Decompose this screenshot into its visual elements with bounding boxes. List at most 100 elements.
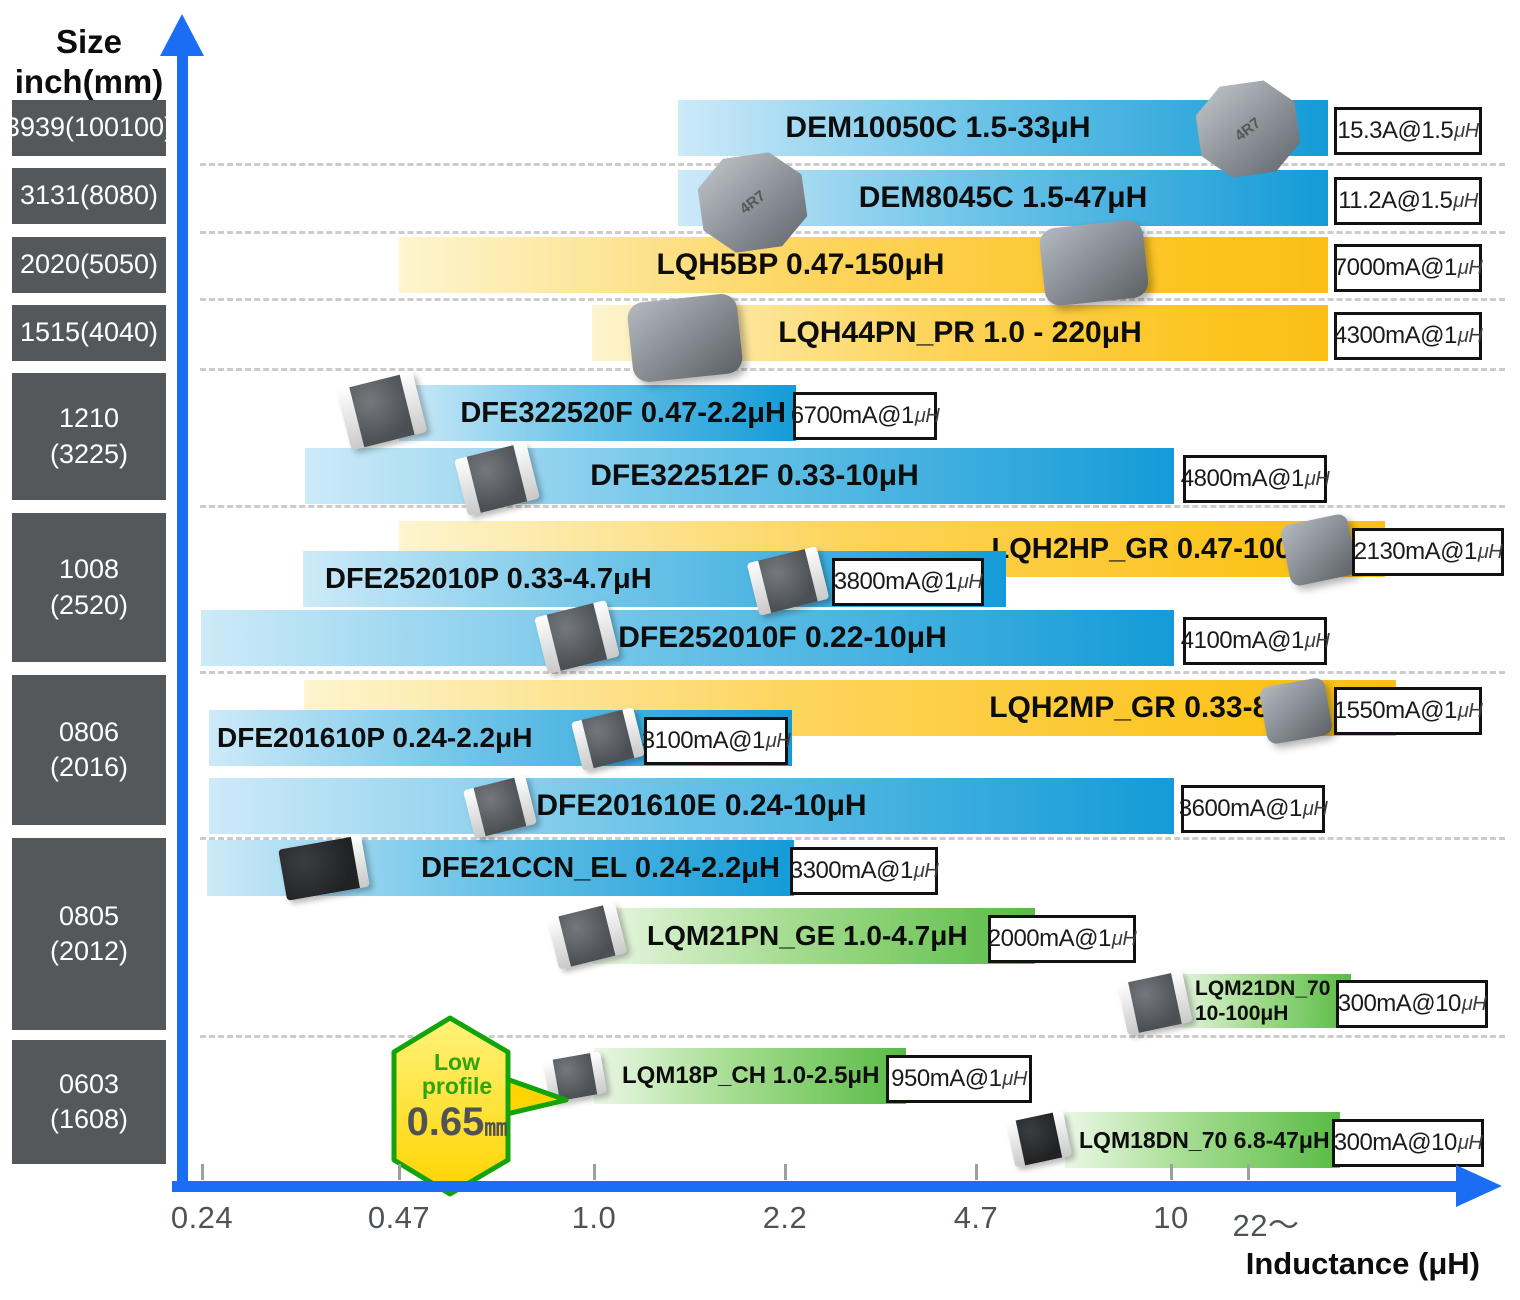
rating-unit: μH: [957, 570, 983, 593]
rating-value: 4100mA@1: [1180, 627, 1305, 654]
x-tick-label: 2.2: [762, 1200, 808, 1235]
size-label-0805: 0805 (2012): [12, 838, 166, 1030]
size-label-3939: 3939(100100): [5, 100, 173, 156]
rating-value: 6700mA@1: [790, 402, 915, 429]
lqm18dn-chip-photo: [1005, 1110, 1073, 1168]
bar-label: LQM18P_CH 1.0-2.5μH: [622, 1062, 880, 1089]
y-axis-arrowhead: [160, 14, 204, 56]
rating-value: 3100mA@1: [641, 727, 766, 754]
rating-value: 3300mA@1: [789, 857, 914, 884]
x-tick-label: 1.0: [571, 1200, 617, 1235]
rating-unit: μH: [1002, 1067, 1027, 1090]
rating-dem10050c: 15.3A@1.5 μH: [1334, 107, 1482, 155]
bar-lqh5bp: LQH5BP 0.47-150μH: [399, 237, 1328, 293]
rating-value: 3800mA@1: [833, 568, 958, 595]
rating-dfe201610p: 3100mA@1 μH: [641, 717, 791, 765]
rating-lqm21dn: 300mA@10 μH: [1336, 980, 1488, 1028]
bar-label: LQH5BP 0.47-150μH: [656, 248, 945, 281]
x-tick: [593, 1164, 596, 1180]
rating-value: 2130mA@1: [1353, 538, 1478, 565]
x-tick: [201, 1164, 204, 1180]
bar-label: DFE21CCN_EL 0.24-2.2μH: [421, 851, 780, 884]
bar-dfe322512f: DFE322512F 0.33-10μH: [305, 448, 1174, 504]
y-axis-line: [177, 52, 188, 1192]
low-profile-callout: [391, 1015, 569, 1197]
bar-label: DFE201610E 0.24-10μH: [536, 789, 867, 822]
rating-lqh2hp: 2130mA@1 μH: [1352, 528, 1504, 576]
bar-lqm21dn-70: LQM21DN_70 10-100μH: [1173, 974, 1351, 1028]
bar-label: LQH44PN_PR 1.0 - 220μH: [778, 316, 1142, 349]
lqh44pn-inductor-photo: [626, 292, 744, 384]
x-tick-label: 10: [1153, 1200, 1189, 1235]
rating-value: 3600mA@1: [1178, 795, 1303, 822]
callout-text: Low profile: [421, 1049, 493, 1100]
size-label-2020: 2020(5050): [12, 237, 166, 293]
bar-label: DFE252010F 0.22-10μH: [618, 621, 947, 654]
x-tick-label: 0.47: [367, 1200, 431, 1235]
rating-unit: μH: [765, 729, 791, 752]
row-separator: [200, 368, 1505, 371]
rating-lqh2mp: 1550mA@1 μH: [1333, 687, 1483, 735]
bar-label: DFE252010P 0.33-4.7μH: [325, 562, 652, 595]
component-marking: 4R7: [736, 187, 769, 218]
rating-value: 950mA@1: [891, 1065, 1002, 1092]
callout-value-number: 0.65: [406, 1100, 485, 1144]
lqh5bp-inductor-photo: [1038, 218, 1150, 308]
bar-label: DFE322512F 0.33-10μH: [590, 459, 919, 492]
rating-dfe21ccn: 3300mA@1 μH: [789, 847, 939, 895]
x-axis-line: [172, 1181, 1460, 1192]
size-label-3131: 3131(8080): [12, 168, 166, 224]
rating-dfe322520f: 6700mA@1 μH: [790, 392, 940, 440]
x-tick: [784, 1164, 787, 1180]
rating-value: 1550mA@1: [1333, 697, 1458, 724]
rating-lqm21pn: 2000mA@1 μH: [987, 915, 1137, 963]
size-label-0806: 0806 (2016): [12, 675, 166, 825]
rating-dem8045c: 11.2A@1.5 μH: [1334, 177, 1482, 225]
bar-lqm21pn-ge: LQM21PN_GE 1.0-4.7μH: [592, 908, 1035, 964]
rating-value: 7000mA@1: [1333, 254, 1458, 281]
rating-unit: μH: [1477, 540, 1503, 563]
rating-dfe252010p: 3800mA@1 μH: [832, 558, 984, 606]
bar-label: DEM8045C 1.5-47μH: [858, 181, 1148, 214]
x-tick: [398, 1164, 401, 1180]
component-marking: 4R7: [1231, 113, 1265, 145]
size-label-1210: 1210 (3225): [12, 373, 166, 500]
rating-unit: μH: [1302, 797, 1328, 820]
bar-label: LQM21DN_70 10-100μH: [1195, 976, 1331, 1025]
rating-unit: μH: [913, 859, 939, 882]
rating-dfe252010f: 4100mA@1 μH: [1180, 617, 1330, 665]
bar-dfe322520f: DFE322520F 0.47-2.2μH: [399, 385, 796, 441]
rating-lqh44pn: 4300mA@1 μH: [1333, 312, 1483, 360]
row-separator: [200, 298, 1505, 301]
rating-unit: μH: [1304, 629, 1330, 652]
size-label-1008: 1008 (2520): [12, 513, 166, 662]
row-separator: [200, 671, 1505, 674]
bar-lqm18dn-70: LQM18DN_70 6.8-47μH: [1065, 1112, 1340, 1168]
bar-dfe21ccn-el: DFE21CCN_EL 0.24-2.2μH: [207, 840, 794, 896]
bar-label: DFE201610P 0.24-2.2μH: [217, 722, 533, 753]
rating-lqm18dn: 300mA@10 μH: [1332, 1119, 1484, 1167]
rating-unit: μH: [1461, 992, 1487, 1015]
rating-unit: μH: [914, 404, 940, 427]
x-tick-label: 4.7: [953, 1200, 999, 1235]
x-tick: [1170, 1164, 1173, 1180]
bar-lqm18p-ch: LQM18P_CH 1.0-2.5μH: [594, 1048, 906, 1104]
rating-value: 15.3A@1.5: [1337, 117, 1454, 144]
rating-value: 11.2A@1.5: [1338, 187, 1453, 214]
x-tick-label: 22～: [1232, 1208, 1300, 1243]
rating-value: 2000mA@1: [987, 925, 1112, 952]
rating-value: 4300mA@1: [1333, 322, 1458, 349]
rating-unit: μH: [1454, 119, 1479, 142]
row-separator: [200, 231, 1505, 234]
row-separator: [200, 505, 1505, 508]
size-label-0603: 0603 (1608): [12, 1040, 166, 1164]
callout-value-unit: ㎜: [484, 1114, 508, 1140]
rating-unit: μH: [1453, 189, 1478, 212]
callout-value: 0.65㎜: [396, 1102, 518, 1142]
x-axis-title: Inductance (μH): [1245, 1246, 1480, 1281]
row-separator: [200, 1035, 1505, 1038]
rating-unit: μH: [1457, 324, 1483, 347]
row-separator: [200, 837, 1505, 840]
rating-lqh5bp: 7000mA@1 μH: [1333, 244, 1483, 292]
y-axis-title: Size inch(mm): [14, 23, 164, 100]
